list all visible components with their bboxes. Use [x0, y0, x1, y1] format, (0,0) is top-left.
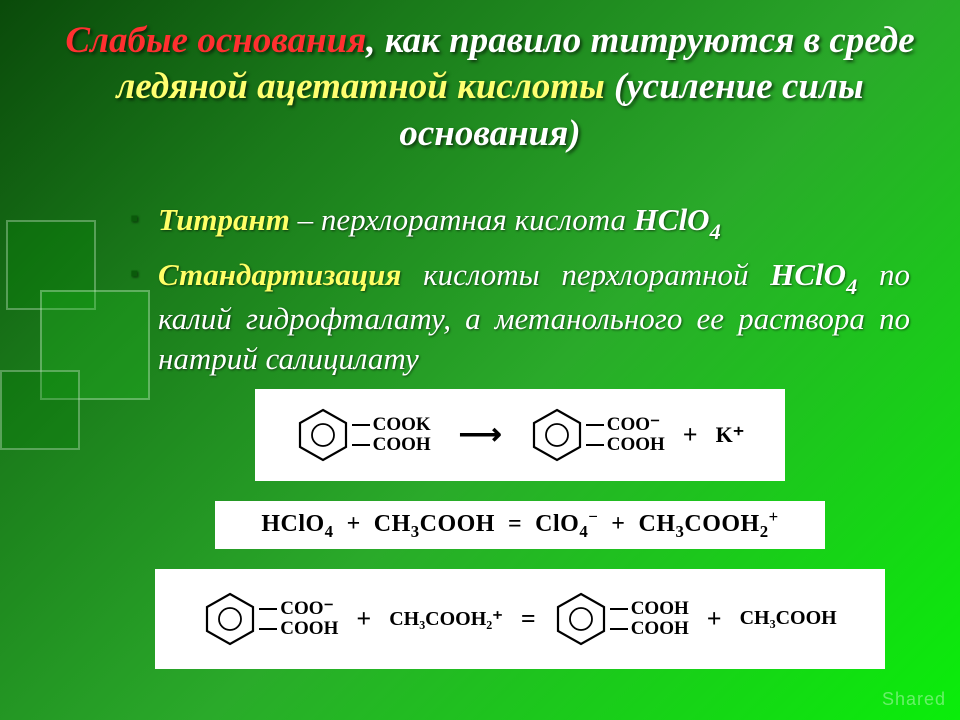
- group-label: COO⁻: [607, 415, 660, 435]
- group-label: COOH: [373, 435, 431, 455]
- group-label: COOH: [280, 619, 338, 639]
- equations: COOK COOH ⟶ COO⁻ COOH + K⁺: [130, 389, 910, 669]
- substituents: COOK COOH: [352, 415, 431, 455]
- bullet-text: кислоты перхлоратной: [401, 257, 770, 292]
- substituents: COO⁻ COOH: [259, 599, 338, 639]
- bullet-head: Стандартизация: [158, 257, 401, 292]
- group-label: COOH: [607, 435, 665, 455]
- molecule: COOH COOH: [554, 590, 689, 648]
- substituents: COOH COOH: [610, 599, 689, 639]
- title-seg-2: , как правило титруются в среде: [366, 20, 914, 61]
- group-label: COOK: [373, 415, 431, 435]
- reagent: CH₃COOH₂⁺: [389, 606, 503, 631]
- slide: Слабые основания, как правило титруются …: [0, 0, 960, 720]
- benzene-ring-icon: [296, 406, 350, 464]
- title-seg-1: Слабые основания: [65, 20, 366, 61]
- arrow-icon: ⟶: [459, 417, 502, 452]
- reaction-3: COO⁻ COOH + CH₃COOH₂⁺ = COOH COOH +: [155, 569, 885, 669]
- benzene-ring-icon: [530, 406, 584, 464]
- benzene-ring-icon: [554, 590, 608, 648]
- molecule: COO⁻ COOH: [530, 406, 665, 464]
- molecule: COO⁻ COOH: [203, 590, 338, 648]
- decor-square: [0, 370, 80, 450]
- bullet-item: Титрант – перхлоратная кислота HClO4: [130, 200, 910, 245]
- slide-title: Слабые основания, как правило титруются …: [60, 18, 920, 157]
- bullet-formula: HClO: [634, 202, 710, 237]
- product: CH₃COOH: [740, 607, 837, 630]
- molecule: COOK COOH: [296, 406, 431, 464]
- equals-sign: =: [521, 604, 536, 634]
- bullet-formula: HClO: [770, 257, 846, 292]
- bullet-head: Титрант: [158, 202, 290, 237]
- plus-sign: +: [683, 420, 698, 450]
- group-label: COOH: [631, 619, 689, 639]
- benzene-ring-icon: [203, 590, 257, 648]
- group-label: COOH: [631, 599, 689, 619]
- substituents: COO⁻ COOH: [586, 415, 665, 455]
- reaction-2: HClO4 + CH3COOH = ClO4− + CH3COOH2+: [215, 501, 825, 549]
- bullet-item: Стандартизация кислоты перхлоратной HClO…: [130, 255, 910, 379]
- watermark: Shared: [882, 689, 946, 710]
- bullet-formula-sub: 4: [846, 274, 857, 299]
- plus-sign: +: [356, 604, 371, 634]
- group-label: COO⁻: [280, 599, 333, 619]
- plus-sign: +: [707, 604, 722, 634]
- ion: K⁺: [716, 422, 745, 448]
- reaction-1: COOK COOH ⟶ COO⁻ COOH + K⁺: [255, 389, 785, 481]
- bullet-text: – перхлоратная кислота: [290, 202, 634, 237]
- eq2-text: HClO4 + CH3COOH = ClO4− + CH3COOH2+: [261, 507, 778, 542]
- title-seg-3: ледяной ацетатной кислоты: [116, 66, 604, 107]
- bullet-formula-sub: 4: [710, 219, 721, 244]
- content-area: Титрант – перхлоратная кислота HClO4 Ста…: [130, 200, 910, 669]
